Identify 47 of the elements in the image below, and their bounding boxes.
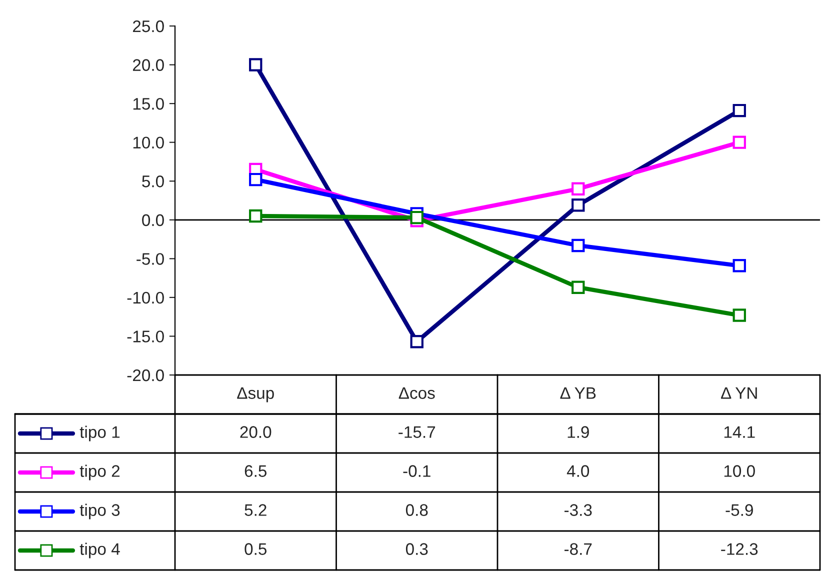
y-tick-label: 15.0 (133, 98, 164, 110)
point (732, 104, 746, 118)
y-tick-label: -15.0 (127, 330, 164, 342)
point (732, 136, 746, 149)
legend-label: tipo 2 (80, 464, 120, 480)
data-label: 20.0 (240, 426, 272, 438)
data-label: 0.3 (406, 543, 428, 555)
y-tick-label: -10.0 (127, 292, 164, 304)
legend-label: tipo 1 (80, 426, 120, 442)
point (572, 182, 585, 196)
data-label: 4.0 (566, 465, 590, 477)
data-label: -12.3 (721, 543, 758, 555)
point (410, 335, 424, 348)
x-tick-label: Δ YB (560, 387, 596, 399)
y-tick-label: 25.0 (132, 20, 164, 32)
data-label: -0.1 (403, 465, 430, 477)
point (572, 238, 585, 252)
data-label: -15.7 (398, 426, 436, 438)
point (249, 172, 262, 186)
legend-label: tipo 3 (80, 504, 120, 520)
y-tick-label: 0.0 (142, 214, 164, 226)
point (572, 198, 585, 212)
data-label: 10.0 (724, 465, 755, 477)
point (249, 58, 262, 72)
data-label: 1.9 (568, 426, 589, 438)
x-tick-label: Δsup (237, 387, 274, 402)
y-tick-label: -20.0 (127, 369, 164, 382)
data-label: -3.3 (564, 504, 592, 516)
point (249, 209, 262, 223)
x-tick-label: Δcos (398, 387, 435, 399)
data-label: -8.7 (564, 543, 592, 555)
point (410, 210, 424, 224)
y-tick-label: 10.0 (133, 136, 164, 149)
y-tick-label: -5.0 (136, 253, 164, 265)
data-label: 14.1 (724, 426, 755, 438)
y-tick-label: 20.0 (132, 59, 164, 71)
data-label: 6.5 (244, 465, 267, 477)
point (732, 259, 746, 272)
point (572, 280, 585, 294)
data-label: -5.9 (726, 504, 753, 516)
legend-label: tipo 4 (80, 542, 120, 558)
data-label: 0.8 (406, 504, 428, 516)
y-tick-label: 5.0 (142, 176, 164, 188)
data-label: 5.2 (244, 504, 266, 516)
x-tick-label: Δ YN (721, 387, 757, 399)
data-label: 0.5 (244, 543, 267, 555)
point (732, 308, 746, 322)
